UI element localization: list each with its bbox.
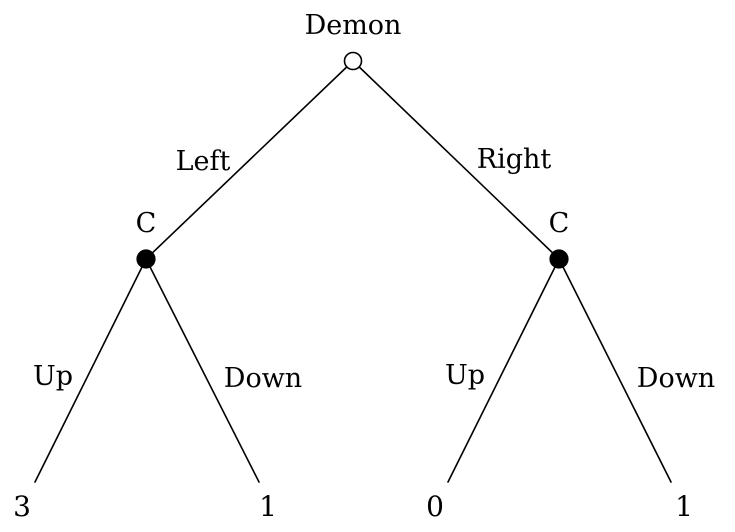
branch-label-right-up: Up [445,360,485,391]
branch-label-left-down: Down [224,363,302,394]
right-node-label: C [549,208,570,239]
payoff-right-up: 0 [426,490,444,523]
root-label: Demon [305,10,402,41]
root-node [345,53,362,70]
payoff-left-down: 1 [259,490,277,523]
branch-label-right-down: Down [637,363,715,394]
branch-label-right: Right [477,144,552,175]
branch-label-left-up: Up [33,361,73,392]
branch-label-left: Left [176,146,231,177]
right-chance-node [550,250,568,268]
payoff-right-down: 1 [675,490,693,523]
left-chance-node [137,250,155,268]
payoff-left-up: 3 [13,490,31,523]
left-node-label: C [136,208,157,239]
